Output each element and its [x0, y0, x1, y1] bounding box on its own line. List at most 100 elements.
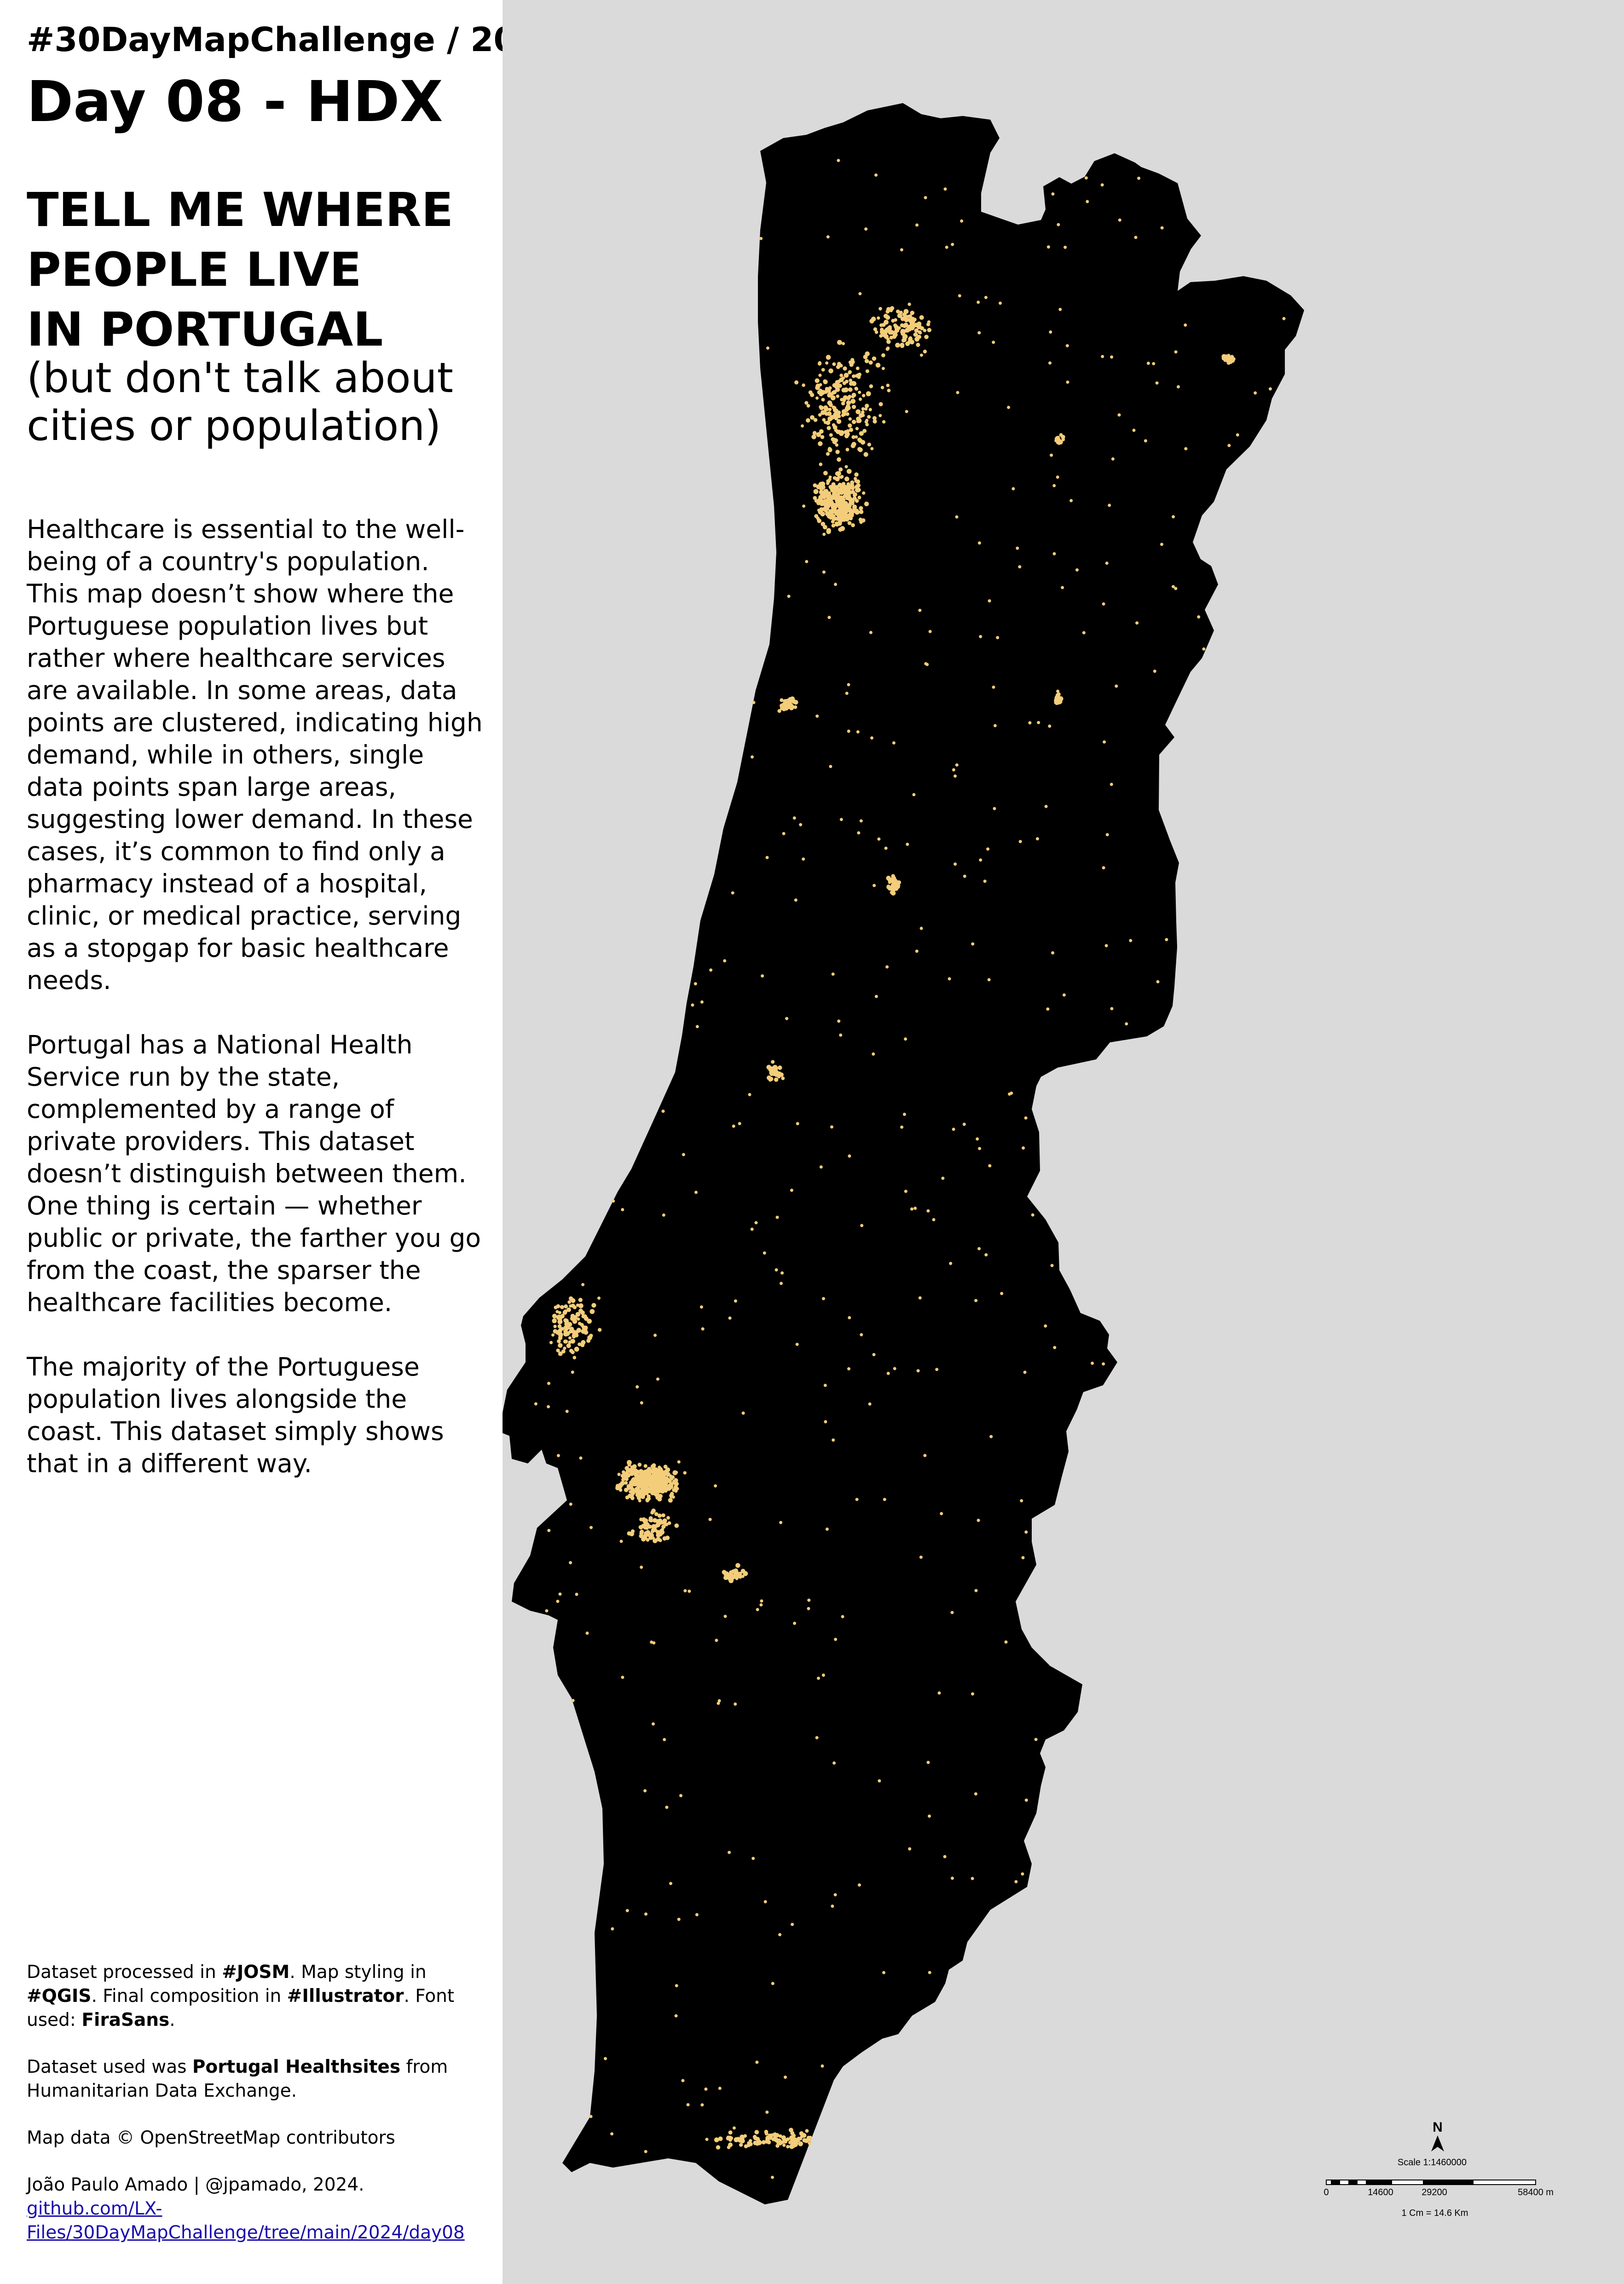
healthcare-point	[577, 1317, 580, 1321]
healthcare-point	[851, 420, 856, 424]
healthcare-point	[902, 312, 907, 317]
subheadline: (but don't talk about cities or populati…	[27, 354, 453, 450]
healthcare-point	[659, 1467, 663, 1471]
healthcare-point	[1016, 546, 1019, 550]
healthcare-point	[774, 1070, 779, 1074]
healthcare-point	[1035, 837, 1039, 841]
healthcare-point	[1115, 684, 1118, 688]
healthcare-point	[847, 1367, 850, 1370]
healthcare-point	[674, 1470, 678, 1474]
healthcare-point	[644, 1477, 647, 1481]
healthcare-point	[658, 1518, 663, 1523]
healthcare-point	[915, 949, 919, 953]
healthcare-point	[971, 942, 975, 946]
healthcare-point	[661, 1110, 665, 1113]
healthcare-point	[839, 373, 844, 377]
healthcare-point	[902, 1112, 906, 1116]
healthcare-point	[828, 411, 832, 416]
healthcare-point	[848, 1154, 851, 1158]
healthcare-point	[807, 1598, 811, 1602]
healthcare-point	[984, 295, 988, 299]
healthcare-point	[841, 409, 847, 414]
healthcare-point	[818, 373, 822, 377]
healthcare-point	[874, 173, 878, 177]
healthcare-point	[568, 1336, 572, 1340]
healthcare-point	[862, 491, 866, 495]
healthcare-point	[851, 523, 855, 527]
healthcare-point	[865, 422, 869, 427]
healthcare-point	[826, 420, 831, 425]
healthcare-point	[896, 884, 901, 887]
healthcare-point	[1197, 615, 1201, 619]
healthcare-point	[977, 1247, 981, 1250]
healthcare-point	[802, 2138, 807, 2143]
healthcare-point	[856, 483, 861, 487]
healthcare-point	[560, 1314, 565, 1318]
scale-bar-segment	[1366, 2180, 1392, 2185]
healthcare-point	[844, 406, 850, 411]
healthcare-point	[756, 1608, 759, 1611]
healthcare-point	[787, 700, 791, 704]
healthcare-point	[831, 484, 836, 489]
healthcare-point	[708, 1518, 712, 1521]
healthcare-point	[754, 2130, 759, 2134]
healthcare-point	[1152, 362, 1156, 365]
healthcare-point	[1184, 447, 1188, 451]
healthcare-point	[1117, 413, 1121, 417]
healthcare-point	[899, 311, 903, 314]
healthcare-point	[1102, 1362, 1105, 1366]
healthcare-point	[918, 608, 922, 612]
healthcare-point	[886, 875, 891, 881]
healthcare-point	[824, 1420, 827, 1423]
healthcare-point	[634, 1489, 638, 1493]
healthcare-point	[718, 2087, 722, 2090]
healthcare-point	[662, 1536, 667, 1541]
healthcare-point	[896, 309, 900, 314]
healthcare-point	[556, 1600, 560, 1603]
healthcare-point	[750, 1227, 754, 1231]
credits-font-suffix: .	[169, 2010, 175, 2030]
healthcare-point	[677, 1918, 681, 1921]
healthcare-point	[581, 1314, 585, 1318]
healthcare-point	[974, 1792, 977, 1796]
healthcare-point	[854, 479, 858, 483]
healthcare-point	[674, 1523, 679, 1528]
healthcare-point	[642, 1519, 648, 1524]
credits-dataset: Dataset used was Portugal Healthsites fr…	[27, 2055, 487, 2103]
healthcare-point	[1225, 356, 1229, 360]
healthcare-point	[902, 334, 908, 339]
healthcare-point	[861, 410, 865, 414]
github-link[interactable]: github.com/LX-Files/30DayMapChallenge/tr…	[27, 2198, 465, 2243]
healthcare-point	[881, 367, 885, 370]
healthcare-point	[709, 968, 713, 972]
healthcare-point	[842, 399, 846, 402]
healthcare-point	[844, 373, 849, 378]
healthcare-point	[563, 1347, 566, 1350]
healthcare-point	[630, 1465, 634, 1469]
healthcare-point	[777, 1065, 782, 1070]
healthcare-point	[841, 1615, 844, 1619]
healthcare-point	[885, 347, 890, 351]
healthcare-point	[569, 1304, 572, 1308]
healthcare-point	[908, 1847, 912, 1850]
healthcare-point	[647, 1525, 652, 1529]
healthcare-point	[545, 1609, 549, 1613]
healthcare-point	[1057, 223, 1060, 226]
healthcare-point	[813, 496, 817, 500]
healthcare-point	[771, 1982, 774, 1985]
healthcare-point	[927, 328, 931, 332]
healthcare-point	[792, 699, 796, 704]
healthcare-point	[790, 1188, 793, 1192]
healthcare-point	[983, 879, 987, 883]
healthcare-point	[806, 404, 810, 408]
healthcare-point	[844, 434, 849, 439]
healthcare-point	[816, 484, 821, 490]
healthcare-point	[900, 330, 904, 334]
healthcare-point	[889, 308, 893, 312]
healthcare-point	[785, 1017, 789, 1020]
healthcare-point	[829, 765, 832, 768]
healthcare-point	[640, 1401, 643, 1405]
healthcare-point	[735, 1573, 740, 1579]
healthcare-point	[1100, 183, 1104, 187]
healthcare-point	[830, 1125, 833, 1129]
